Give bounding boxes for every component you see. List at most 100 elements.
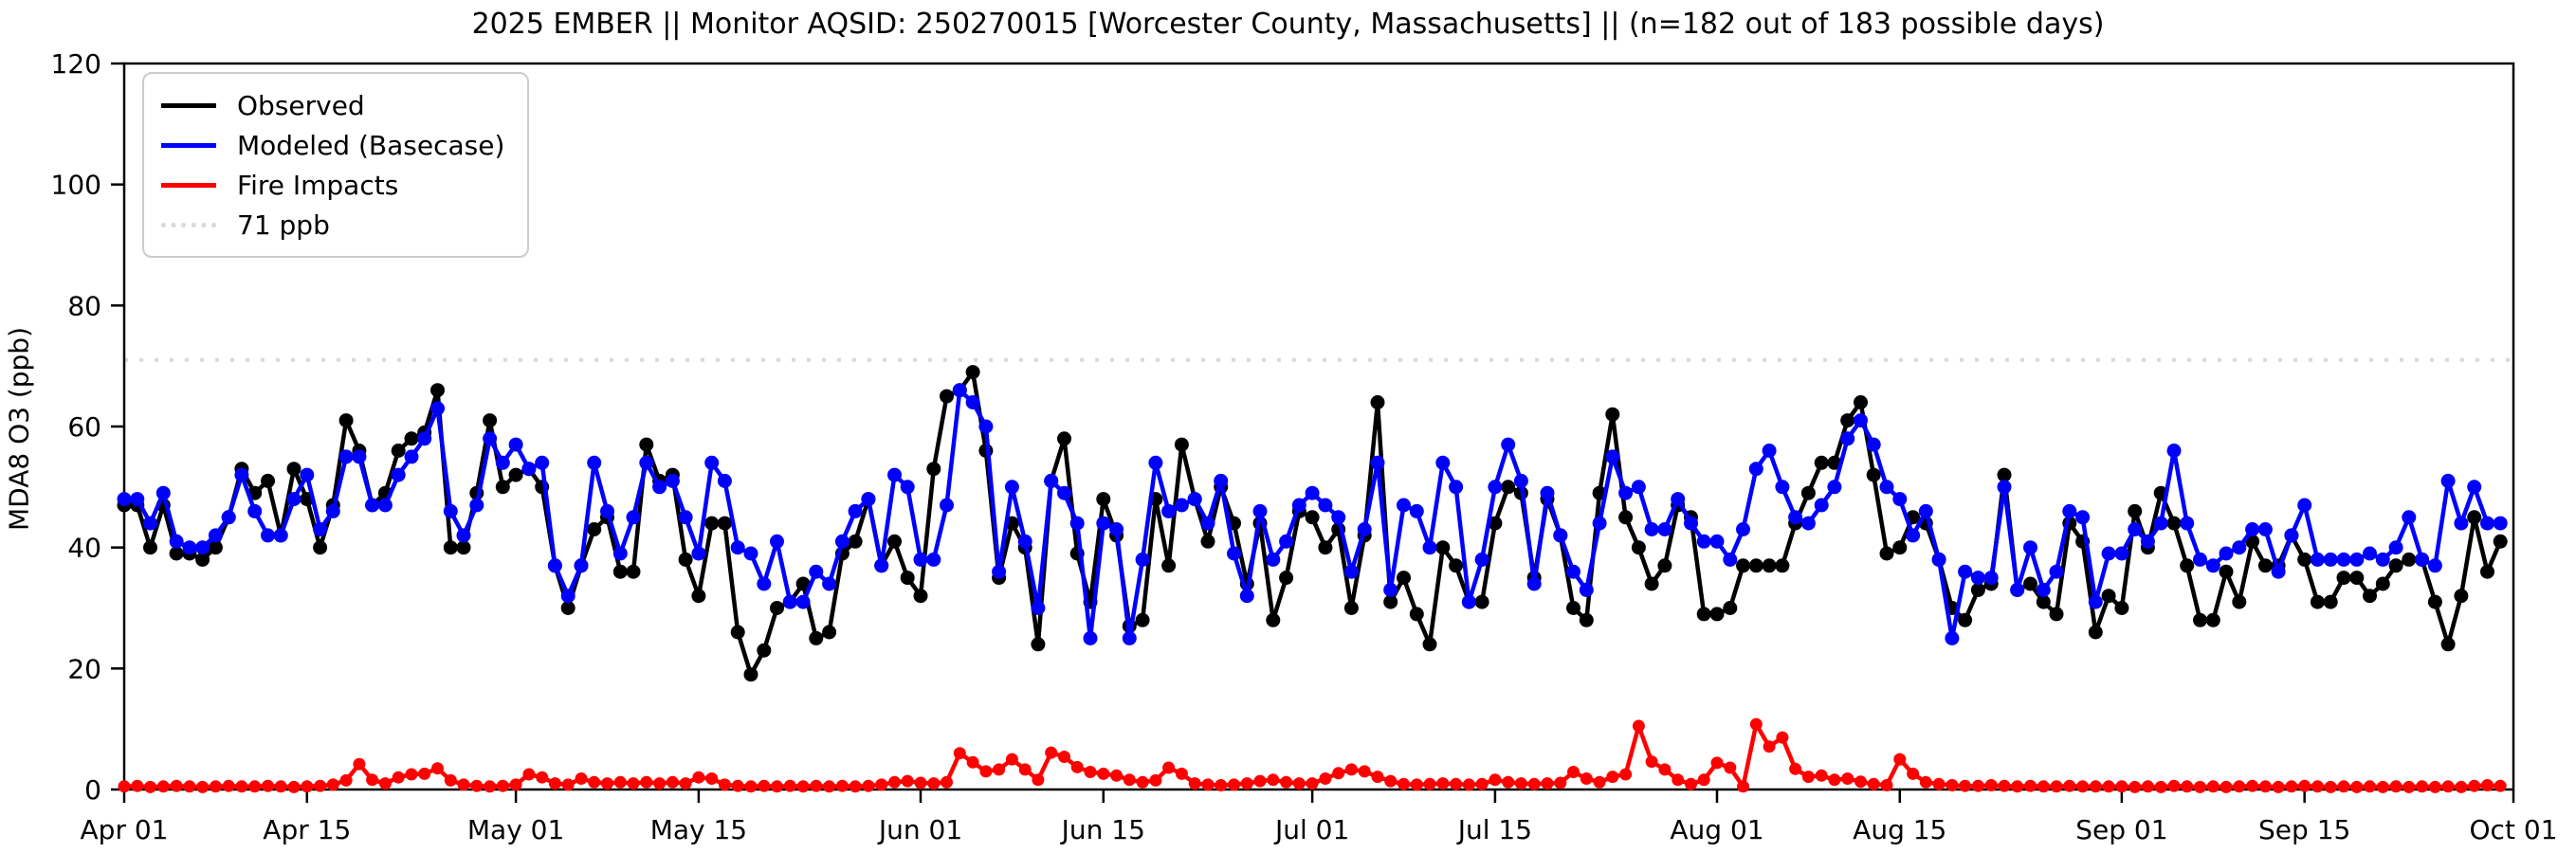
- data-point: [2128, 522, 2143, 536]
- data-point: [2010, 582, 2025, 597]
- data-point: [1906, 528, 1921, 543]
- data-point: [744, 780, 758, 793]
- data-point: [1618, 510, 1634, 525]
- data-point: [795, 594, 811, 609]
- data-point: [2232, 594, 2247, 609]
- data-point: [144, 780, 156, 793]
- data-point: [1462, 778, 1475, 791]
- data-point: [2062, 503, 2077, 518]
- data-point: [953, 747, 966, 760]
- data-point: [1215, 779, 1228, 791]
- data-point: [1696, 607, 1711, 622]
- data-point: [521, 462, 537, 477]
- data-point: [848, 534, 863, 549]
- data-point: [1619, 768, 1633, 781]
- data-point: [2441, 780, 2455, 793]
- data-point: [2428, 780, 2441, 793]
- data-point: [783, 779, 796, 792]
- data-point: [208, 528, 223, 543]
- data-point: [2364, 780, 2376, 793]
- data-point: [1461, 594, 1476, 609]
- data-point: [2467, 510, 2482, 525]
- data-point: [1723, 552, 1738, 567]
- data-point: [117, 492, 132, 507]
- data-point: [470, 779, 484, 792]
- data-point: [1710, 756, 1724, 770]
- data-point: [2389, 780, 2402, 793]
- data-point: [2088, 594, 2103, 609]
- data-point: [118, 780, 131, 793]
- data-point: [2220, 780, 2233, 793]
- data-point: [2076, 780, 2090, 793]
- data-point: [496, 779, 509, 792]
- data-point: [2284, 528, 2299, 543]
- data-point: [196, 780, 210, 793]
- data-point: [2180, 516, 2195, 531]
- data-point: [339, 773, 353, 787]
- data-point: [940, 498, 954, 513]
- data-point: [717, 473, 732, 488]
- data-point: [2101, 589, 2116, 604]
- data-point: [1383, 594, 1398, 609]
- x-tick-label: Sep 15: [2258, 814, 2350, 845]
- data-point: [1057, 485, 1071, 500]
- data-point: [1409, 607, 1424, 622]
- data-point: [2075, 510, 2091, 525]
- data-point: [169, 534, 184, 549]
- data-point: [1017, 534, 1032, 549]
- data-point: [234, 467, 249, 482]
- data-point: [1110, 769, 1124, 782]
- data-point: [1214, 473, 1229, 488]
- data-point: [887, 467, 902, 482]
- data-point: [849, 780, 862, 793]
- data-point: [1435, 455, 1451, 470]
- data-point: [1526, 576, 1542, 591]
- data-point: [1866, 467, 1881, 482]
- data-point: [1814, 455, 1829, 470]
- data-point: [678, 552, 693, 567]
- data-point: [1358, 765, 1371, 778]
- data-point: [221, 510, 236, 525]
- data-point: [2036, 594, 2051, 609]
- x-tick-label: Aug 15: [1853, 814, 1946, 845]
- data-point: [1932, 777, 1946, 790]
- data-point: [782, 594, 797, 609]
- data-point: [1801, 771, 1815, 784]
- data-point: [405, 768, 418, 781]
- data-point: [1828, 773, 1841, 787]
- data-point: [443, 503, 458, 518]
- chart-title: 2025 EMBER || Monitor AQSID: 250270015 […: [471, 8, 2105, 41]
- fire-line-swatch: [161, 182, 216, 188]
- data-point: [1959, 779, 1972, 792]
- data-point: [678, 510, 693, 525]
- data-point: [1736, 522, 1750, 536]
- data-point: [1174, 498, 1189, 513]
- data-point: [900, 480, 915, 495]
- y-tick-label: 20: [67, 653, 101, 684]
- data-point: [1592, 516, 1607, 531]
- data-point: [1474, 594, 1489, 609]
- data-point: [966, 755, 979, 769]
- data-point: [1645, 755, 1658, 769]
- data-point: [2036, 582, 2051, 597]
- data-point: [2311, 780, 2324, 793]
- data-point: [1971, 779, 1984, 792]
- data-point: [2011, 780, 2024, 793]
- data-point: [404, 449, 419, 464]
- data-point: [1931, 552, 1946, 567]
- y-tick-label: 0: [84, 774, 101, 806]
- data-point: [1892, 492, 1908, 507]
- data-point: [2440, 637, 2456, 652]
- data-point: [130, 492, 145, 507]
- data-point: [1240, 777, 1253, 790]
- data-point: [1279, 571, 1294, 586]
- data-point: [2050, 780, 2063, 793]
- data-point: [1892, 540, 1908, 555]
- data-point: [131, 779, 144, 792]
- data-point: [2140, 534, 2155, 549]
- data-point: [1318, 498, 1333, 513]
- data-point: [155, 485, 171, 500]
- data-point: [758, 779, 771, 792]
- data-point: [1724, 761, 1737, 774]
- data-point: [1069, 516, 1085, 531]
